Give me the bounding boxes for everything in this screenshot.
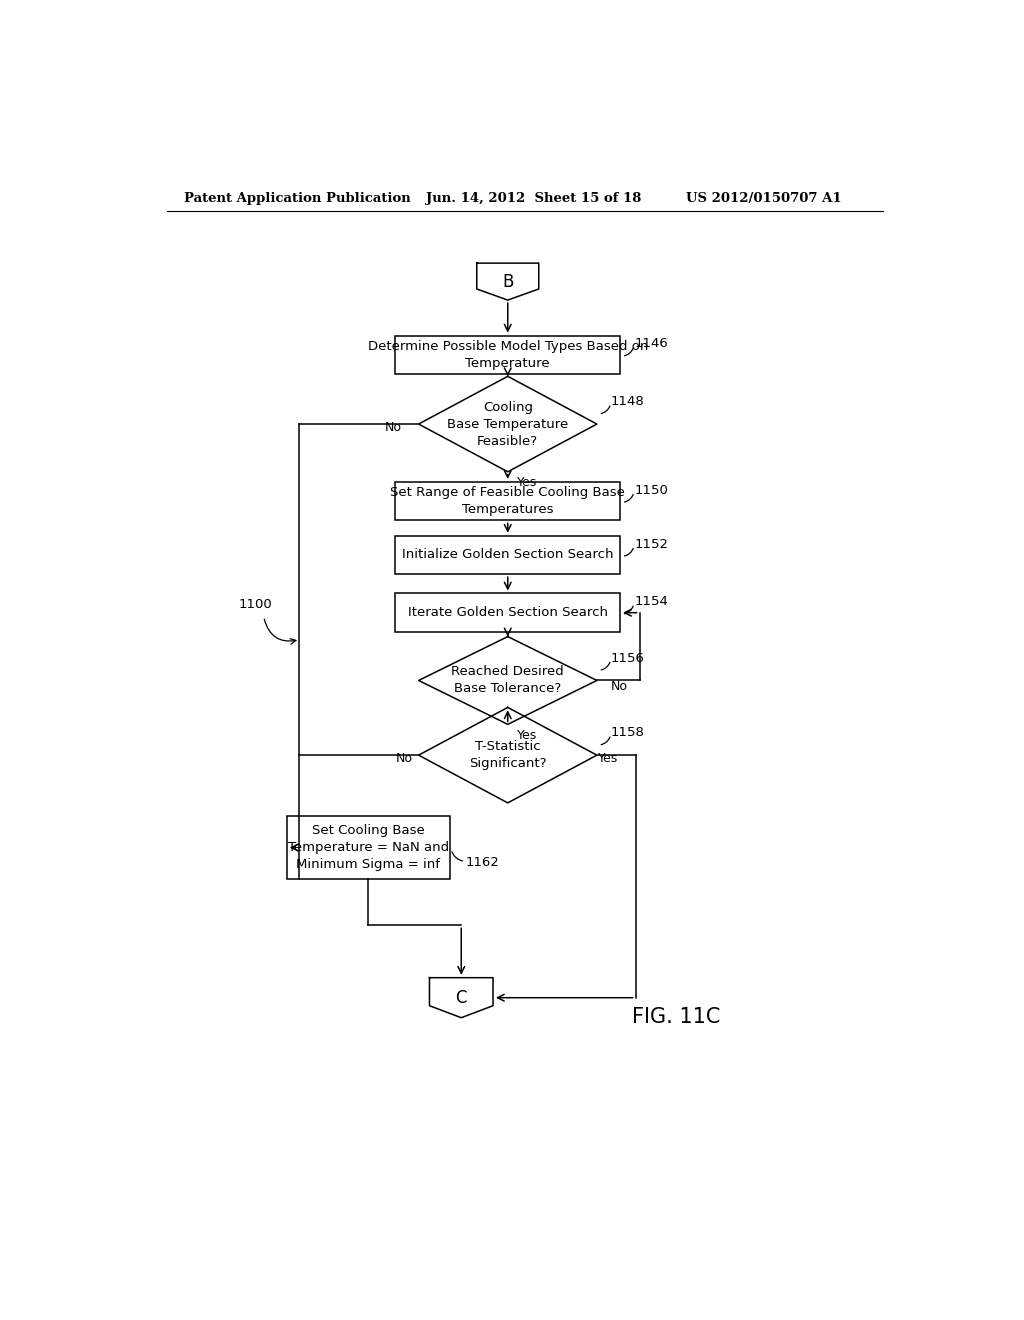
Text: Yes: Yes xyxy=(517,477,538,490)
Text: No: No xyxy=(611,680,628,693)
Polygon shape xyxy=(429,978,493,1018)
Polygon shape xyxy=(419,376,597,471)
Text: C: C xyxy=(456,989,467,1007)
Text: US 2012/0150707 A1: US 2012/0150707 A1 xyxy=(686,191,842,205)
Text: Determine Possible Model Types Based on
Temperature: Determine Possible Model Types Based on … xyxy=(368,339,648,370)
FancyBboxPatch shape xyxy=(395,594,621,632)
Text: 1148: 1148 xyxy=(611,395,644,408)
Text: Patent Application Publication: Patent Application Publication xyxy=(183,191,411,205)
Text: FIG. 11C: FIG. 11C xyxy=(632,1007,720,1027)
Text: 1150: 1150 xyxy=(634,483,668,496)
Polygon shape xyxy=(419,636,597,725)
Text: Set Range of Feasible Cooling Base
Temperatures: Set Range of Feasible Cooling Base Tempe… xyxy=(390,486,626,516)
Text: Jun. 14, 2012  Sheet 15 of 18: Jun. 14, 2012 Sheet 15 of 18 xyxy=(426,191,642,205)
Text: T-Statistic
Significant?: T-Statistic Significant? xyxy=(469,741,547,770)
Text: 1152: 1152 xyxy=(634,537,668,550)
Text: Initialize Golden Section Search: Initialize Golden Section Search xyxy=(402,548,613,561)
Text: Yes: Yes xyxy=(517,729,538,742)
Polygon shape xyxy=(477,263,539,300)
FancyBboxPatch shape xyxy=(395,536,621,574)
Text: 1146: 1146 xyxy=(634,338,668,351)
FancyBboxPatch shape xyxy=(287,816,450,879)
Text: Yes: Yes xyxy=(598,752,618,766)
Text: No: No xyxy=(385,421,401,434)
Text: B: B xyxy=(502,273,513,290)
Text: 1100: 1100 xyxy=(239,598,272,611)
Text: 1158: 1158 xyxy=(611,726,645,739)
Text: No: No xyxy=(395,752,413,766)
FancyBboxPatch shape xyxy=(395,482,621,520)
Text: Cooling
Base Temperature
Feasible?: Cooling Base Temperature Feasible? xyxy=(447,400,568,447)
Polygon shape xyxy=(419,708,597,803)
Text: 1162: 1162 xyxy=(465,857,499,870)
Text: Reached Desired
Base Tolerance?: Reached Desired Base Tolerance? xyxy=(452,665,564,696)
Text: Iterate Golden Section Search: Iterate Golden Section Search xyxy=(408,606,608,619)
Text: Set Cooling Base
Temperature = NaN and
Minimum Sigma = inf: Set Cooling Base Temperature = NaN and M… xyxy=(288,824,449,871)
Text: 1154: 1154 xyxy=(634,595,668,609)
FancyBboxPatch shape xyxy=(395,335,621,374)
Text: 1156: 1156 xyxy=(611,652,645,665)
